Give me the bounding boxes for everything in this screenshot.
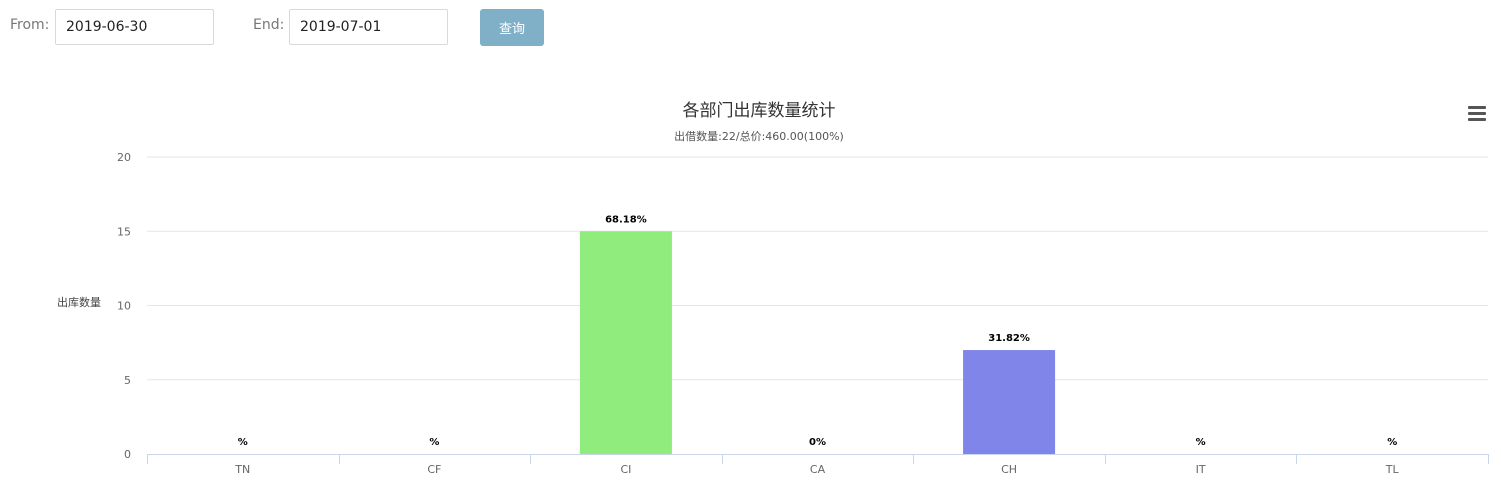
hamburger-menu-icon[interactable] <box>1468 106 1486 122</box>
y-tick-label: 15 <box>117 225 131 238</box>
x-tick-label-tl: TL <box>1385 463 1400 476</box>
data-label-ca: 0% <box>809 437 826 448</box>
y-tick-label: 5 <box>124 374 131 387</box>
x-tick-label-it: IT <box>1196 463 1206 476</box>
y-tick-label: 10 <box>117 300 131 313</box>
query-button[interactable]: 查询 <box>480 9 544 46</box>
x-tick-label-ch: CH <box>1001 463 1017 476</box>
data-label-it: % <box>1196 437 1206 448</box>
from-label: From: <box>10 17 50 33</box>
from-date-input[interactable] <box>55 9 214 45</box>
x-tick-label-ci: CI <box>620 463 631 476</box>
data-label-tn: % <box>238 437 248 448</box>
bar-ci[interactable] <box>579 231 672 454</box>
end-date-input[interactable] <box>289 9 448 45</box>
data-label-tl: % <box>1387 437 1397 448</box>
data-label-cf: % <box>429 437 439 448</box>
end-label: End: <box>253 17 285 33</box>
x-tick-label-cf: CF <box>427 463 441 476</box>
y-tick-label: 0 <box>124 448 131 461</box>
bar-ch[interactable] <box>963 350 1056 454</box>
x-tick-label-tn: TN <box>234 463 250 476</box>
x-tick-label-ca: CA <box>810 463 826 476</box>
data-label-ch: 31.82% <box>988 333 1030 344</box>
chart-title: 各部门出库数量统计 <box>683 101 836 121</box>
data-label-ci: 68.18% <box>605 214 647 225</box>
chart-subtitle: 出借数量:22/总价:460.00(100%) <box>674 129 844 143</box>
y-axis-title: 出库数量 <box>57 295 101 309</box>
y-tick-label: 20 <box>117 151 131 164</box>
